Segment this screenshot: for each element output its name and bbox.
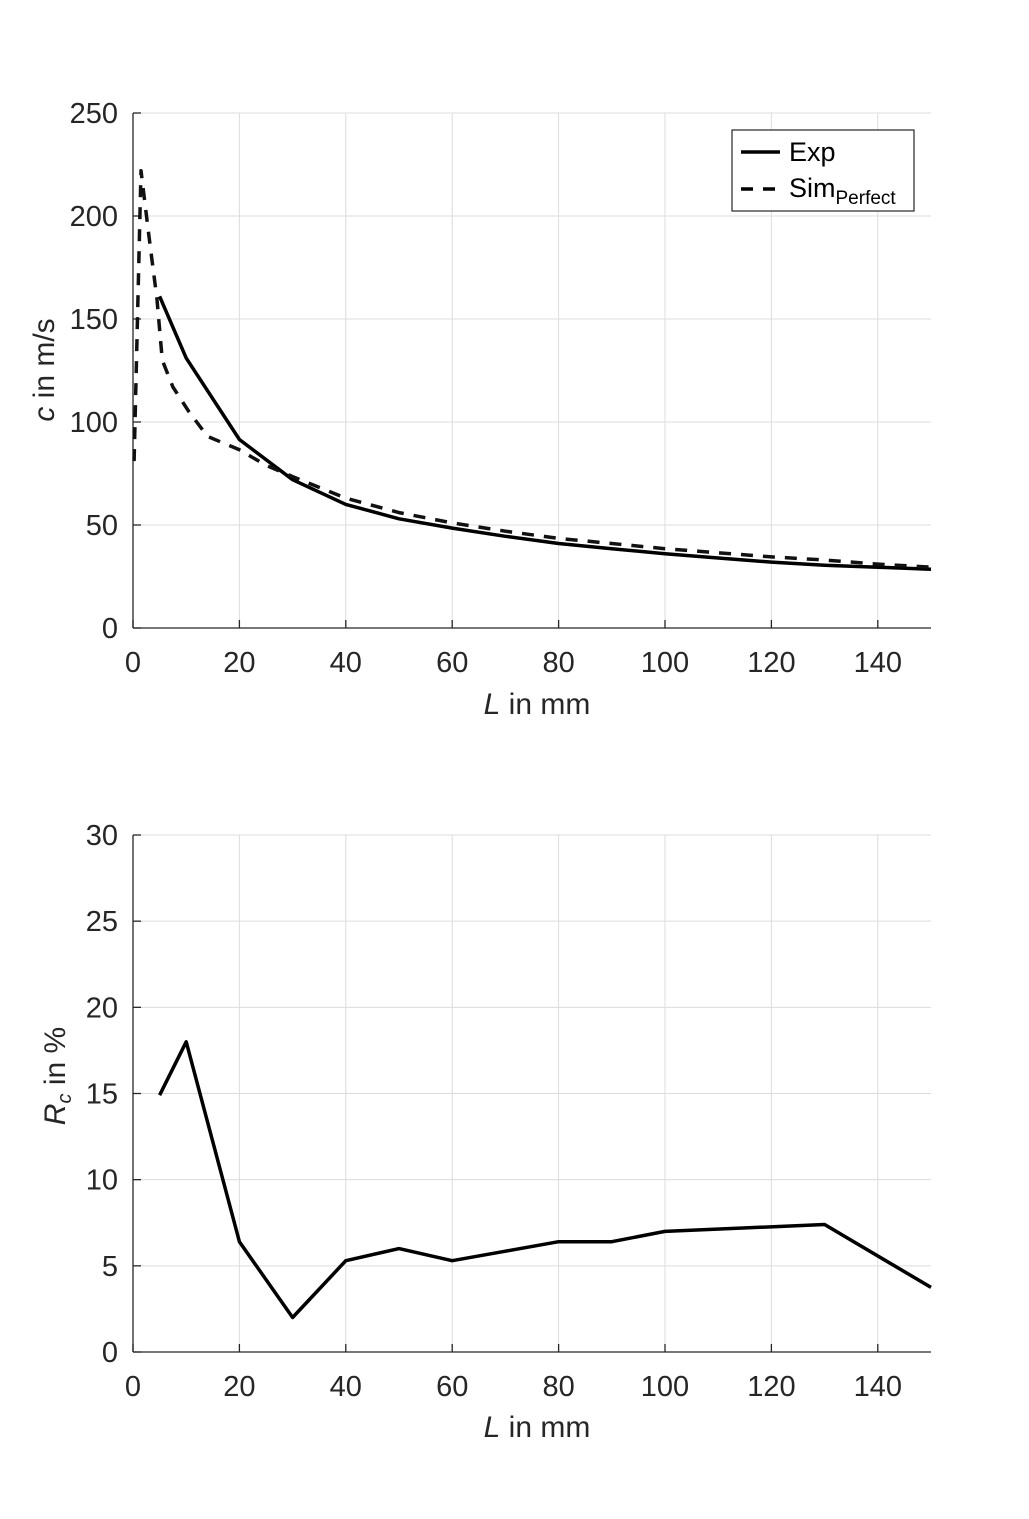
- x-tick-label: 100: [641, 647, 689, 679]
- y-tick-label: 0: [102, 613, 118, 645]
- legend-sim-label: SimPerfect: [789, 173, 896, 209]
- x-axis-label: L in mm: [484, 688, 591, 721]
- y-tick-label: 250: [70, 98, 118, 130]
- x-tick-label: 40: [330, 1371, 362, 1403]
- series-lines: [132, 168, 932, 572]
- series-line-exp: [157, 295, 932, 572]
- y-tick-label: 15: [86, 1079, 118, 1111]
- y-axis-label: Rc in %: [39, 1027, 76, 1125]
- x-tick-label: 80: [542, 647, 574, 679]
- axes: [132, 112, 931, 629]
- chart-deviation: 0 20 40 60 80 100 120 140 0 5 10 15 20 25 30 L in mm R…: [39, 820, 932, 1444]
- x-tick-label: 80: [542, 1371, 574, 1403]
- y-axis-label: c in m/s: [28, 318, 61, 421]
- y-tick-label: 5: [102, 1251, 118, 1283]
- y-tick-label: 50: [86, 510, 118, 542]
- series-lines: [158, 1040, 932, 1320]
- chart-wave-speed: 0 20 40 60 80 100 120 140 0 50 100 150 200 250 L in m…: [28, 98, 932, 721]
- y-tick-label: 150: [70, 304, 118, 336]
- series-line-simperfect: [132, 168, 932, 569]
- legend: Exp SimPerfect: [731, 129, 915, 212]
- x-tick-label: 140: [854, 1371, 902, 1403]
- x-tick-label: 40: [330, 647, 362, 679]
- legend-box: [731, 129, 915, 212]
- y-tick-label: 30: [86, 820, 118, 852]
- axes: [132, 834, 931, 1353]
- y-tick-label: 100: [70, 407, 118, 439]
- x-tick-label: 0: [125, 647, 141, 679]
- x-tick-label: 100: [641, 1371, 689, 1403]
- legend-exp-label: Exp: [789, 137, 836, 167]
- y-tick-label: 20: [86, 992, 118, 1024]
- y-tick-label: 0: [102, 1337, 118, 1369]
- x-tick-label: 20: [223, 647, 255, 679]
- x-tick-label: 60: [436, 1371, 468, 1403]
- tick-labels: 0 20 40 60 80 100 120 140 0 50 100 150 200 250: [70, 98, 902, 679]
- x-tick-label: 20: [223, 1371, 255, 1403]
- x-tick-label: 140: [854, 647, 902, 679]
- x-tick-label: 0: [125, 1371, 141, 1403]
- y-tick-label: 25: [86, 906, 118, 938]
- x-tick-label: 120: [747, 647, 795, 679]
- y-tick-label: 10: [86, 1165, 118, 1197]
- tick-labels: 0 20 40 60 80 100 120 140 0 5 10 15 20 25 30: [86, 820, 902, 1403]
- y-tick-label: 200: [70, 201, 118, 233]
- x-tick-label: 120: [747, 1371, 795, 1403]
- x-tick-label: 60: [436, 647, 468, 679]
- series-line-rc: [158, 1040, 932, 1320]
- x-axis-label: L in mm: [484, 1411, 591, 1444]
- grid-lines: [133, 834, 931, 1352]
